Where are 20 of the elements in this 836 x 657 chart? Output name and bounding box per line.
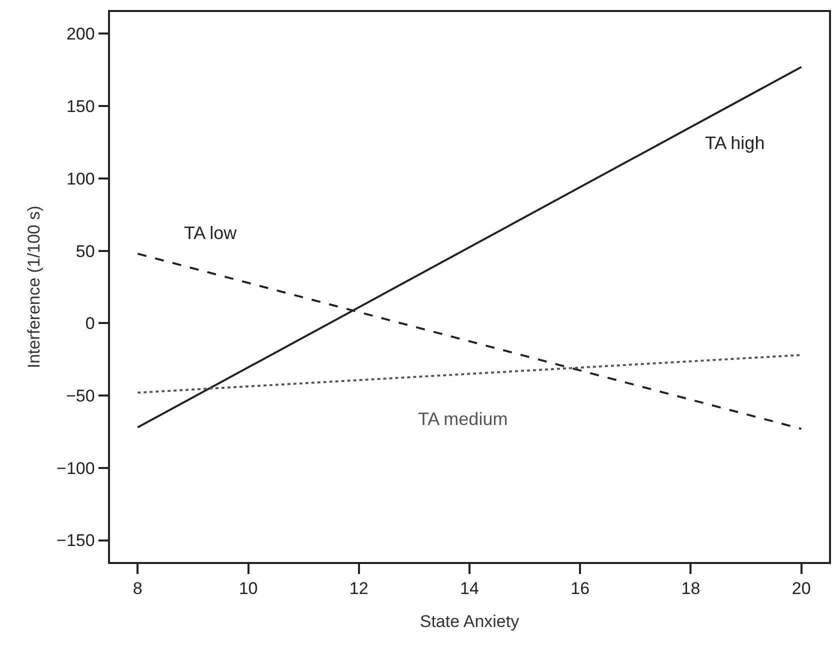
y-tick-label: −150 <box>56 531 95 550</box>
x-tick-label: 8 <box>132 579 142 598</box>
x-tick-label: 16 <box>570 579 590 598</box>
y-tick-label: −50 <box>66 386 95 406</box>
y-tick-label: 200 <box>66 24 95 44</box>
y-tick-label: 50 <box>76 242 95 261</box>
y-axis-title: Interference (1/100 s) <box>24 206 44 368</box>
series-label: TA low <box>184 223 238 243</box>
x-tick-label: 20 <box>792 579 811 598</box>
x-tick-label: 12 <box>349 579 368 598</box>
x-tick-label: 14 <box>460 579 479 598</box>
y-tick-label: −100 <box>56 458 95 478</box>
series-label: TA medium <box>418 409 508 429</box>
x-tick-label: 18 <box>681 579 700 598</box>
x-axis-title: State Anxiety <box>420 612 520 632</box>
y-tick-label: 150 <box>66 97 95 116</box>
x-tick-label: 10 <box>238 579 258 598</box>
y-tick-label: 0 <box>85 314 95 334</box>
y-tick-label: 100 <box>66 169 95 188</box>
series-label: TA high <box>705 133 765 153</box>
